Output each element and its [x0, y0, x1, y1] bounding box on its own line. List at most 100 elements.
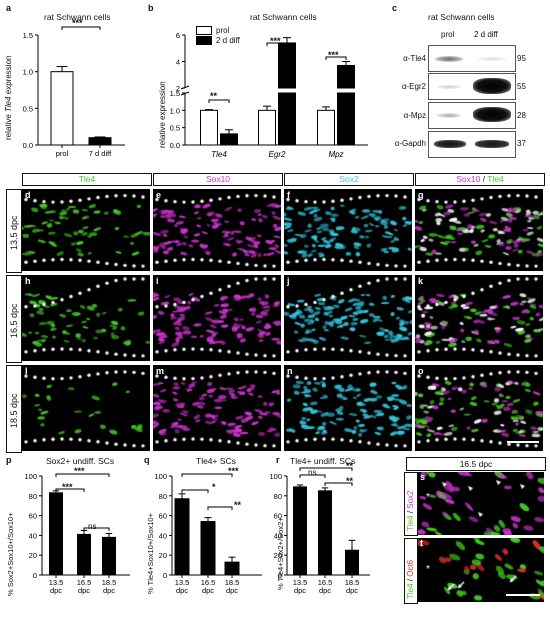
x-tick-label: 13.5 — [49, 578, 64, 587]
bar-lower-part — [337, 92, 355, 146]
bar — [293, 486, 307, 576]
x-tick-label: dpc — [346, 586, 358, 595]
bar — [345, 549, 359, 576]
micrograph-l: l — [22, 365, 150, 451]
y-tick-label: 60 — [29, 512, 37, 521]
x-tick-label: 18.5 — [102, 578, 117, 587]
y-tick-label: 1.5 — [170, 89, 180, 98]
y-tick-label: 40 — [159, 531, 167, 540]
x-tick-label: dpc — [202, 586, 214, 595]
y-tick-label: 0 — [33, 571, 37, 580]
sig-bracket — [266, 42, 288, 46]
blot-col-prol: prol — [441, 30, 455, 39]
legend-2d-diff: 2 d diff — [216, 35, 240, 45]
micrograph-k: k — [415, 275, 543, 361]
blot-kda-gapdh: 37 — [517, 139, 526, 148]
x-tick-label: 7 d diff — [89, 149, 112, 158]
channel-header-merge: Sox10 / Tle4 — [415, 173, 545, 186]
panel-letter-c: c — [392, 3, 398, 13]
panel-p-sig-1: *** — [74, 466, 85, 476]
x-tick-label: Tle4 — [211, 150, 227, 159]
channel-header-tle4: Tle4 — [22, 173, 152, 186]
y-tick-label: 1.0 — [23, 68, 33, 77]
bar — [318, 490, 332, 576]
y-tick-label: 40 — [274, 531, 282, 540]
panel-r-sig-3: ** — [346, 476, 354, 486]
panel-p-sig-3: ns — [88, 522, 97, 531]
y-tick-label: 1.0 — [170, 106, 180, 115]
sig-bracket — [61, 26, 101, 30]
sig-bracket — [55, 488, 85, 492]
panel-r-sig-1: ** — [346, 461, 354, 471]
panel-b-legend: prol 2 d diff — [196, 25, 240, 45]
channel-header-sox2: Sox2 — [284, 173, 414, 186]
y-tick-label: 60 — [159, 512, 167, 521]
x-tick-label: prol — [56, 149, 69, 158]
panel-b-sig-tle4: ** — [210, 91, 218, 101]
panel-t-label: Tle4 / Oct6 — [404, 538, 418, 604]
y-tick-label: 20 — [159, 551, 167, 560]
micrograph-s: s * — [418, 472, 544, 535]
y-tick-label: 4 — [176, 58, 180, 67]
y-tick-label: 1.5 — [23, 31, 33, 40]
x-tick-label: dpc — [50, 586, 62, 595]
row-label-18-5: 18.5 dpc — [6, 365, 22, 453]
sig-bracket — [324, 482, 353, 486]
panel-p-sig-2: *** — [62, 482, 73, 492]
y-tick-label: 100 — [269, 472, 282, 481]
panel-c-title: rat Schwann cells — [428, 12, 495, 22]
panel-letter-r: r — [276, 455, 280, 465]
blot-tle4 — [428, 45, 516, 72]
panel-p-title: Sox2+ undiff. SCs — [46, 456, 115, 466]
y-tick-label: 20 — [29, 551, 37, 560]
y-tick-label: 60 — [274, 512, 282, 521]
micrograph-g: g — [415, 189, 543, 271]
bar-lower-part — [278, 92, 296, 146]
panel-letter-q: q — [144, 455, 150, 465]
panel-b-sig-egr2: *** — [270, 36, 281, 46]
blot-kda-mpz: 28 — [517, 111, 526, 120]
panel-b-title: rat Schwann cells — [250, 12, 317, 22]
blot-label-tle4: α-Tle4 — [403, 54, 426, 63]
micrograph-j: j — [284, 275, 412, 361]
sig-bracket — [299, 467, 353, 471]
blot-label-mpz: α-Mpz — [403, 111, 426, 120]
y-tick-label: 0 — [278, 571, 282, 580]
sig-bracket — [208, 99, 230, 103]
y-tick-label: 6 — [176, 31, 180, 40]
micrograph-i: i — [153, 275, 281, 361]
legend-prol: prol — [216, 25, 230, 35]
panel-a-sig: *** — [72, 18, 83, 28]
micrograph-d: d — [22, 189, 150, 271]
sig-bracket — [181, 473, 233, 477]
x-tick-label: 18.5 — [225, 578, 240, 587]
panel-letter-a: a — [6, 3, 12, 13]
panel-b-chart: 0.0 0.5 1.0 1.52 4 6 Tle4 Egr2 Mpz — [170, 31, 368, 159]
sig-bracket — [325, 56, 347, 60]
row-label-16-5: 16.5 dpc — [6, 275, 22, 363]
blot-label-gapdh: α-Gapdh — [394, 139, 426, 148]
micrograph-n: n — [284, 365, 412, 451]
panel-q-sig-3: ** — [234, 500, 242, 510]
y-tick-label: 80 — [274, 492, 282, 501]
blot-kda-tle4: 95 — [517, 54, 526, 63]
x-tick-label: 16.5 — [201, 578, 216, 587]
panel-letter-b: b — [148, 3, 154, 13]
panel-st-header: 16.5 dpc — [406, 457, 546, 471]
sig-bracket — [207, 506, 233, 510]
x-tick-label: 13.5 — [175, 578, 190, 587]
micrograph-h: h — [22, 275, 150, 361]
y-tick-label: 80 — [29, 492, 37, 501]
panel-b-sig-mpz: *** — [328, 50, 339, 60]
x-tick-label: Egr2 — [269, 150, 286, 159]
y-tick-label: 0.0 — [170, 141, 180, 150]
blot-col-2d-diff: 2 d diff — [474, 30, 498, 39]
y-tick-label: 100 — [24, 472, 37, 481]
blot-kda-egr2: 55 — [517, 82, 526, 91]
x-tick-label: 16.5 — [318, 578, 333, 587]
panel-q-sig-2: * — [212, 482, 216, 492]
y-tick-label: 0.0 — [23, 141, 33, 150]
sig-bracket — [181, 489, 209, 493]
